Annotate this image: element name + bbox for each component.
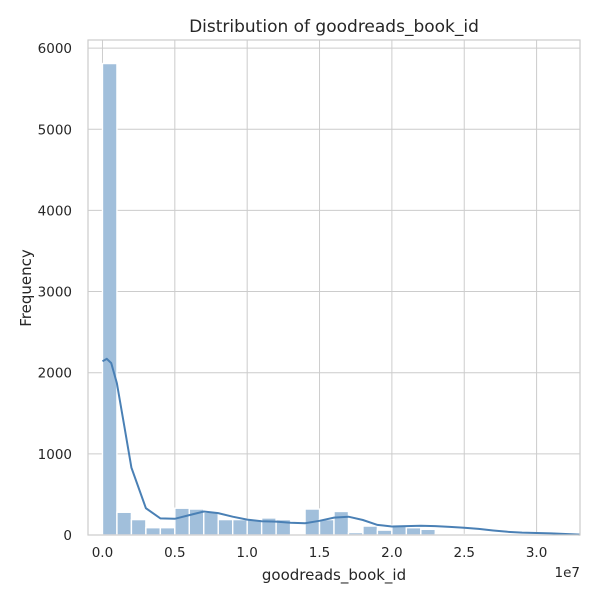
x-offset-label: 1e7 [555, 565, 580, 581]
histogram-bar [232, 518, 248, 536]
x-tick-label: 3.0 [526, 545, 547, 561]
grid-lines [88, 40, 580, 536]
histogram-bar [333, 510, 350, 536]
y-tick-label: 3000 [38, 285, 72, 301]
y-tick-label: 0 [63, 528, 72, 544]
plot-frame [87, 39, 581, 536]
histogram-bar [145, 526, 162, 536]
histogram-bar [318, 518, 335, 536]
y-tick-label: 5000 [38, 122, 72, 138]
x-tick-label: 1.5 [309, 545, 330, 561]
x-axis-label: goodreads_book_id [262, 566, 406, 585]
y-tick-label: 6000 [38, 41, 72, 57]
x-tick-label: 1.0 [236, 545, 257, 561]
x-tick-label: 0.0 [92, 545, 113, 561]
histogram-bars [101, 62, 581, 536]
histogram-bar [203, 511, 219, 536]
histogram-bar [362, 525, 379, 536]
histogram-bar [101, 62, 118, 536]
histogram-bar [420, 528, 436, 536]
x-tick-labels: 0.0 0.5 1.0 1.5 2.0 2.5 3.0 [92, 545, 548, 561]
kde-curve [102, 357, 581, 536]
chart-title: Distribution of goodreads_book_id [189, 17, 479, 37]
x-tick-label: 2.0 [381, 545, 402, 561]
x-tick-label: 2.5 [453, 545, 474, 561]
histogram-bar [130, 518, 147, 536]
x-tick-label: 0.5 [164, 545, 185, 561]
y-tick-label: 2000 [38, 366, 72, 382]
histogram-bar [159, 526, 176, 536]
histogram-bar [405, 526, 422, 536]
y-axis-label: Frequency [17, 249, 35, 327]
histogram-bar [116, 511, 133, 536]
y-tick-label: 4000 [38, 203, 72, 219]
histogram-bar [174, 507, 190, 536]
y-tick-labels: 0 1000 2000 3000 4000 5000 6000 [38, 41, 72, 544]
y-tick-label: 1000 [38, 447, 72, 463]
histogram-bar [217, 518, 234, 536]
histogram-bar [376, 529, 393, 536]
